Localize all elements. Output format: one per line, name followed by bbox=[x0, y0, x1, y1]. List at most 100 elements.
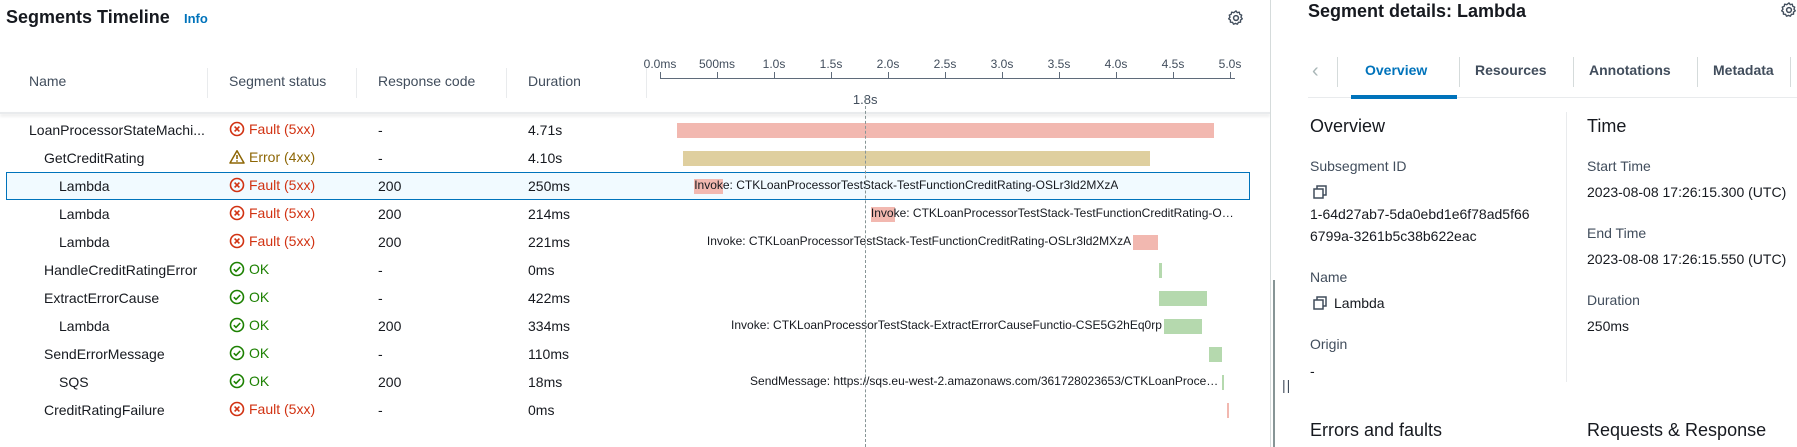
row-name: LoanProcessorStateMachi... bbox=[29, 122, 205, 138]
row-response-code: - bbox=[378, 122, 383, 138]
timeline-row[interactable]: LoanProcessorStateMachi... Fault (5xx) - 4.… bbox=[0, 116, 1270, 144]
row-name: CreditRatingFailure bbox=[44, 402, 165, 418]
row-response-code: 200 bbox=[378, 374, 402, 390]
active-tab-indicator bbox=[1351, 95, 1457, 99]
axis-tick-label: 5.0s bbox=[1218, 57, 1242, 71]
row-status: OK bbox=[229, 261, 269, 277]
axis-tick-label: 0.0ms bbox=[643, 57, 677, 71]
tab-resources[interactable]: Resources bbox=[1475, 62, 1547, 78]
panel-divider bbox=[1270, 0, 1271, 447]
axis-tick bbox=[1116, 72, 1117, 79]
timeline-row[interactable]: ExtractErrorCause OK - 422ms bbox=[0, 284, 1270, 312]
axis-tick-label: 1.0s bbox=[762, 57, 786, 71]
error-warning-icon bbox=[229, 149, 245, 165]
name-value: Lambda bbox=[1334, 295, 1385, 311]
tab-overview[interactable]: Overview bbox=[1365, 62, 1428, 78]
copy-name-icon[interactable] bbox=[1312, 295, 1328, 311]
column-header-segment-status[interactable]: Segment status bbox=[229, 73, 327, 89]
row-response-code: 200 bbox=[378, 234, 402, 250]
overview-heading: Overview bbox=[1310, 116, 1386, 136]
tab-separator bbox=[1573, 57, 1574, 87]
segment-details-panel: Segment details: Lambda ‹ Overview Resou… bbox=[1290, 0, 1797, 447]
timeline-bar[interactable] bbox=[1163, 319, 1202, 334]
axis-tick bbox=[1230, 72, 1231, 79]
ok-check-icon bbox=[229, 261, 245, 277]
panel-resize-bar[interactable] bbox=[1273, 280, 1275, 447]
row-name: Lambda bbox=[59, 206, 110, 222]
timeline-bar[interactable] bbox=[694, 179, 723, 194]
row-duration: 214ms bbox=[528, 206, 571, 222]
timeline-row[interactable]: SendErrorMessage OK - 110ms bbox=[0, 340, 1270, 368]
row-response-code: - bbox=[378, 402, 383, 418]
column-header-response-code[interactable]: Response code bbox=[378, 73, 476, 89]
timeline-row[interactable]: CreditRatingFailure Fault (5xx) - 0ms bbox=[0, 396, 1270, 424]
axis-tick bbox=[1002, 72, 1003, 79]
axis-tick-label: 3.5s bbox=[1047, 57, 1071, 71]
row-response-code: 200 bbox=[378, 206, 402, 222]
timeline-bar[interactable] bbox=[1159, 291, 1208, 306]
ok-check-icon bbox=[229, 373, 245, 389]
row-status: OK bbox=[229, 317, 269, 333]
timeline-row[interactable]: SQS OK 200 18ms SendMessage: https://sqs.eu-… bbox=[0, 368, 1270, 396]
fault-status-icon bbox=[229, 205, 245, 221]
column-separator[interactable] bbox=[207, 68, 208, 98]
details-title: Segment details: Lambda bbox=[1308, 1, 1527, 21]
column-header-duration[interactable]: Duration bbox=[528, 73, 581, 89]
tab-annotations[interactable]: Annotations bbox=[1589, 62, 1671, 78]
timeline-settings-gear-icon[interactable] bbox=[1227, 9, 1245, 27]
requests-response-heading: Requests & Response bbox=[1587, 420, 1767, 440]
bar-label: SendMessage: https://sqs.eu-west-2.amazo… bbox=[750, 374, 1220, 388]
timeline-bar[interactable] bbox=[682, 151, 1151, 166]
resize-handle-icon[interactable]: || bbox=[1282, 377, 1292, 393]
timeline-row[interactable]: Lambda Fault (5xx) 200 250ms Invoke: CTKLoan… bbox=[6, 172, 1250, 200]
axis-tick bbox=[660, 72, 661, 79]
timeline-bar[interactable] bbox=[1133, 235, 1159, 250]
duration-value: 250ms bbox=[1587, 318, 1630, 334]
timeline-bar[interactable] bbox=[1209, 347, 1222, 362]
ok-check-icon bbox=[229, 345, 245, 361]
subsegment-id-label: Subsegment ID bbox=[1310, 158, 1407, 174]
row-status-text: Fault (5xx) bbox=[249, 177, 316, 193]
row-status-text: Fault (5xx) bbox=[249, 121, 316, 137]
start-time-value: 2023-08-08 17:26:15.300 (UTC) bbox=[1587, 184, 1787, 200]
subsegment-id-value-line1: 1-64d27ab7-5da0ebd1e6f78ad5f66 bbox=[1310, 206, 1530, 222]
axis-tick-label: 500ms bbox=[698, 57, 736, 71]
column-separator[interactable] bbox=[356, 68, 357, 98]
axis-tick bbox=[1059, 72, 1060, 79]
timeline-bar[interactable] bbox=[1222, 375, 1225, 390]
row-name: HandleCreditRatingError bbox=[44, 262, 198, 278]
tab-metadata[interactable]: Metadata bbox=[1713, 62, 1774, 78]
timeline-bar[interactable] bbox=[870, 207, 896, 222]
details-settings-gear-icon[interactable] bbox=[1780, 1, 1797, 19]
row-duration: 422ms bbox=[528, 290, 571, 306]
end-time-label: End Time bbox=[1587, 225, 1647, 241]
timeline-rows: LoanProcessorStateMachi... Fault (5xx) - 4.… bbox=[0, 116, 1270, 447]
column-separator[interactable] bbox=[506, 68, 507, 98]
copy-subsegment-id-icon[interactable] bbox=[1312, 184, 1328, 200]
row-duration: 4.10s bbox=[528, 150, 563, 166]
row-status: Fault (5xx) bbox=[229, 177, 315, 193]
row-status-text: Fault (5xx) bbox=[249, 233, 316, 249]
row-status: Fault (5xx) bbox=[229, 401, 315, 417]
tab-separator bbox=[1459, 57, 1460, 87]
row-duration: 18ms bbox=[528, 374, 563, 390]
timeline-bar[interactable] bbox=[1226, 403, 1229, 418]
timeline-bar[interactable] bbox=[677, 123, 1215, 138]
column-separator[interactable] bbox=[646, 68, 647, 98]
origin-value: - bbox=[1310, 363, 1315, 379]
row-status-text: Fault (5xx) bbox=[249, 401, 316, 417]
timeline-row[interactable]: Lambda Fault (5xx) 200 214ms Invoke: CTKLoan… bbox=[0, 200, 1270, 228]
timeline-row[interactable]: GetCreditRating Error (4xx) - 4.10s bbox=[0, 144, 1270, 172]
row-response-code: - bbox=[378, 346, 383, 362]
axis-tick-label: 2.5s bbox=[933, 57, 957, 71]
timeline-row[interactable]: Lambda OK 200 334ms Invoke: CTKLoanProcessor… bbox=[0, 312, 1270, 340]
row-status-text: Error (4xx) bbox=[249, 149, 316, 165]
tabs-scroll-left-chevron-icon[interactable]: ‹ bbox=[1312, 60, 1319, 82]
timeline-row[interactable]: HandleCreditRatingError OK - 0ms bbox=[0, 256, 1270, 284]
timeline-bar[interactable] bbox=[1159, 263, 1162, 278]
info-link[interactable]: Info bbox=[184, 11, 208, 26]
timeline-row[interactable]: Lambda Fault (5xx) 200 221ms Invoke: CTKLoan… bbox=[0, 228, 1270, 256]
column-header-name[interactable]: Name bbox=[29, 73, 67, 89]
fault-status-icon bbox=[229, 401, 245, 417]
row-status: OK bbox=[229, 345, 269, 361]
